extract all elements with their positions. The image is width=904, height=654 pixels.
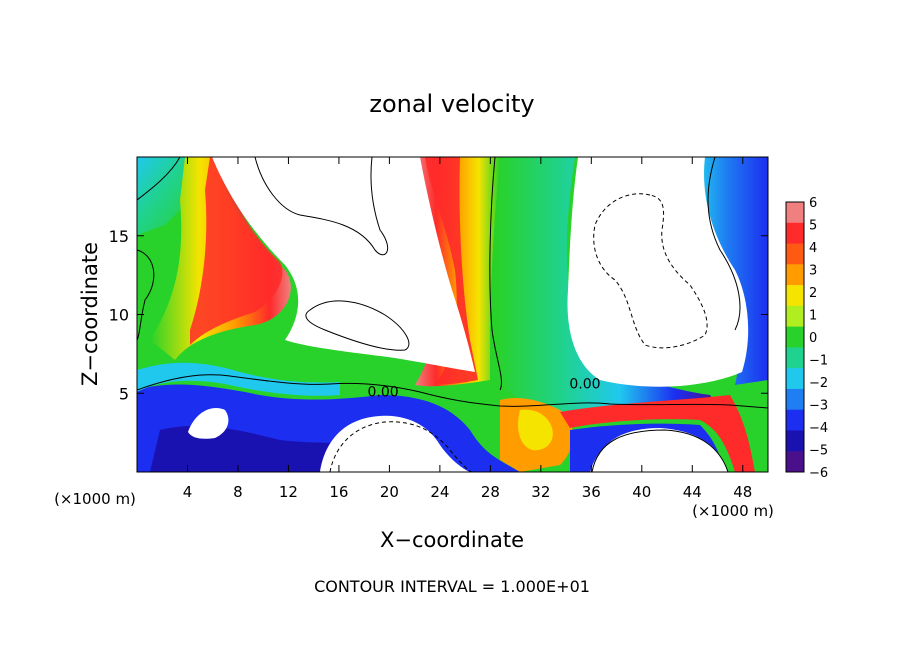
colorbar-label: 0 — [809, 331, 817, 346]
colorbar-swatch — [786, 388, 804, 411]
field-region-right-jet — [497, 157, 720, 418]
contour-dashed-upper-right — [593, 193, 708, 349]
y-axis: 5 10 15 — [109, 227, 768, 403]
y-axis-title: Z−coordinate — [78, 242, 102, 386]
colorbar-swatch — [786, 409, 804, 431]
colorbar-swatch — [786, 222, 804, 245]
x-unit-left: (×1000 m) — [54, 490, 136, 508]
field-region-lower-right-jet — [560, 395, 755, 472]
field-region-turbulence-yellow — [518, 409, 553, 451]
x-unit-right: (×1000 m) — [692, 502, 774, 520]
x-tick-label: 20 — [380, 483, 399, 501]
field-region-saturated-low-center — [320, 415, 470, 472]
x-tick-label: 32 — [531, 483, 550, 501]
contour-zero-right-upper — [707, 157, 741, 331]
colorbar-label: 1 — [809, 309, 817, 324]
x-axis-title: X−coordinate — [380, 528, 524, 552]
chart-title: zonal velocity — [369, 90, 534, 118]
colorbar-swatch — [786, 285, 804, 307]
x-tick-label: 8 — [233, 483, 243, 501]
x-tick-label: 44 — [683, 483, 702, 501]
colorbar-swatch — [786, 305, 804, 328]
field-region-saturated-low-right — [590, 428, 728, 472]
field-region-low-cyan — [137, 362, 340, 396]
colorbar-label: 3 — [809, 264, 817, 279]
field-region-left-jet-red — [190, 157, 283, 345]
colorbar-label: −6 — [809, 466, 828, 481]
x-tick-label: 28 — [481, 483, 500, 501]
y-tick-label: 15 — [109, 227, 129, 246]
contour-inner-loop — [305, 300, 410, 351]
colorbar-swatch — [786, 451, 804, 473]
contour-label: 0.00 — [569, 376, 600, 392]
colorbar-label: 4 — [809, 241, 817, 256]
colorbar-swatch — [786, 430, 804, 452]
field-region-saturated-upper-right — [567, 157, 749, 387]
x-tick-label: 12 — [279, 483, 298, 501]
colorbar-swatch — [786, 243, 804, 265]
x-tick-label: 40 — [632, 483, 651, 501]
heatmap-field — [137, 157, 768, 472]
colorbar-swatch — [786, 326, 804, 348]
x-tick-label: 48 — [733, 483, 752, 501]
colorbar-label: −1 — [809, 354, 828, 369]
x-tick-label: 24 — [430, 483, 449, 501]
colorbar: 6 5 4 3 2 1 0 −1 −2 −3 −4 −5 −6 — [785, 196, 828, 481]
colorbar-label: −5 — [809, 444, 828, 459]
contour-low-right-loop — [591, 429, 729, 472]
contour-zero-center — [489, 157, 502, 391]
contour-labels: 0.00 0.00 — [368, 376, 601, 400]
colorbar-label: 2 — [809, 286, 817, 301]
field-region-saturated-upper-left — [212, 157, 475, 372]
colorbar-label: 6 — [809, 196, 817, 211]
colorbar-frame — [785, 201, 805, 473]
contour-upper-loop — [254, 157, 389, 256]
x-tick-label: 36 — [582, 483, 601, 501]
contour-zero-lower — [137, 374, 768, 409]
colorbar-label: −3 — [809, 399, 828, 414]
contour-interval-footer: CONTOUR INTERVAL = 1.000E+01 — [314, 577, 590, 596]
y-tick-label: 10 — [109, 306, 129, 325]
colorbar-swatch — [786, 347, 804, 369]
contour-label: 0.00 — [368, 384, 399, 400]
colorbar-swatch — [786, 368, 804, 390]
x-tick-label: 4 — [183, 483, 193, 501]
contour-dashed-low-center — [329, 421, 473, 472]
y-tick-label: 5 — [119, 384, 129, 403]
colorbar-swatch — [786, 202, 804, 224]
colorbar-label: −2 — [809, 376, 828, 391]
contour-zero-left — [137, 157, 181, 341]
x-axis: 4 8 12 16 20 24 28 32 36 40 44 48 — [183, 157, 752, 501]
colorbar-swatch — [786, 264, 804, 286]
field-region-saturated-low-left — [188, 408, 229, 439]
field-region-center-jet-red — [425, 157, 478, 385]
x-tick-label: 16 — [329, 483, 348, 501]
colorbar-label: 5 — [809, 219, 817, 234]
colorbar-label: −4 — [809, 421, 828, 436]
contour-lines — [137, 157, 768, 472]
